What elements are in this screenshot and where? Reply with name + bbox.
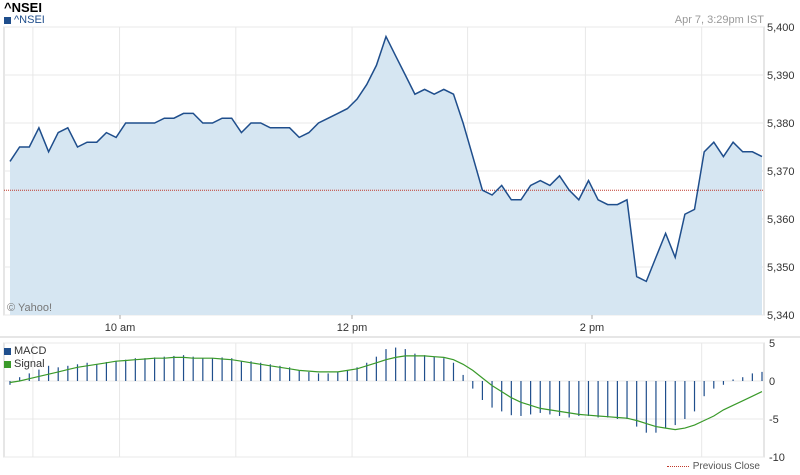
chart-title: ^NSEI xyxy=(4,0,42,15)
copyright-label: © Yahoo! xyxy=(7,302,52,314)
timestamp: Apr 7, 3:29pm IST xyxy=(674,14,764,26)
price-legend-label: ^NSEI xyxy=(14,14,45,26)
signal-legend-item: Signal xyxy=(4,358,46,371)
macd-y-tick-label: 0 xyxy=(769,376,775,388)
price-y-tick-label: 5,390 xyxy=(767,70,795,82)
price-area xyxy=(10,36,762,315)
price-legend-swatch xyxy=(4,16,11,24)
macd-legend: MACD Signal xyxy=(4,345,46,371)
price-area-group xyxy=(4,34,764,315)
signal-line xyxy=(9,355,763,431)
price-y-tick-label: 5,350 xyxy=(767,262,795,274)
macd-legend-label: MACD xyxy=(14,345,47,357)
price-y-tick-label: 5,340 xyxy=(767,310,795,322)
price-legend: ^NSEI xyxy=(4,14,45,26)
price-x-tick-label: 12 pm xyxy=(337,322,368,334)
signal-legend-label: Signal xyxy=(14,358,45,370)
macd-y-tick-label: -5 xyxy=(769,414,779,426)
price-x-axis: 10 am 12 pm 2 pm xyxy=(0,315,800,338)
macd-grid xyxy=(3,342,765,458)
macd-frame xyxy=(3,342,765,458)
price-y-axis: 5,340 5,350 5,360 5,370 5,380 5,390 5,400 xyxy=(767,22,795,322)
price-y-tick-label: 5,380 xyxy=(767,118,795,130)
macd-legend-swatch xyxy=(4,348,11,355)
macd-y-axis: 5 0 -5 -10 xyxy=(769,338,785,464)
previous-close-legend-line xyxy=(666,466,689,467)
macd-y-tick-label: -10 xyxy=(769,452,785,464)
previous-close-legend: Previous Close xyxy=(666,461,760,472)
macd-signal-group xyxy=(9,355,763,431)
macd-y-tick-label: 5 xyxy=(769,338,775,350)
price-x-tick-label: 2 pm xyxy=(580,322,604,334)
price-x-tick-label: 10 am xyxy=(105,322,136,334)
price-y-tick-label: 5,370 xyxy=(767,166,795,178)
price-y-tick-label: 5,400 xyxy=(767,22,795,34)
price-y-tick-label: 5,360 xyxy=(767,214,795,226)
macd-legend-item: MACD xyxy=(4,345,46,358)
previous-close-legend-label: Previous Close xyxy=(692,461,760,472)
price-series-line xyxy=(9,34,763,283)
signal-legend-swatch xyxy=(4,361,11,368)
